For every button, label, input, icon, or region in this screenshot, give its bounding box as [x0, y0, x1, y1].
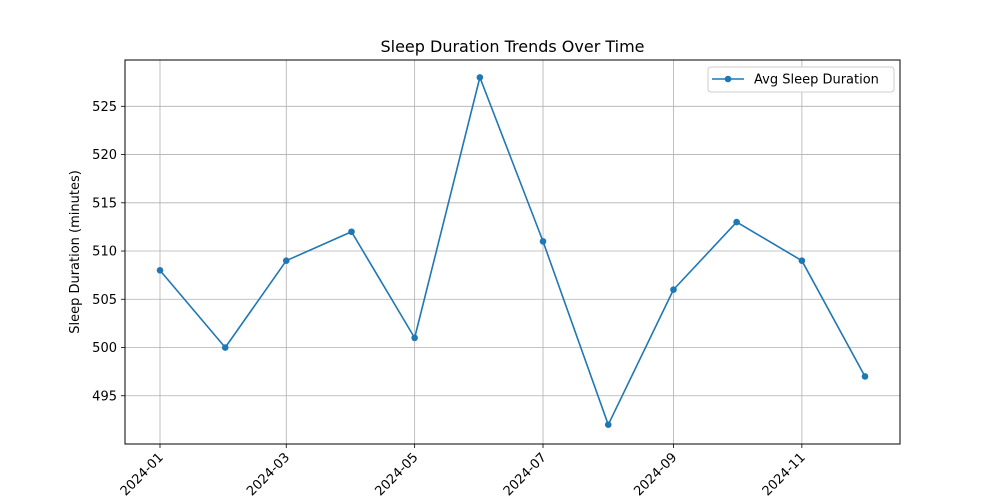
series-layer: [156, 74, 869, 429]
plot-area-frame: [124, 59, 901, 445]
data-point: [733, 218, 740, 226]
y-axis: 495 500 505 510 515 520 525: [92, 100, 125, 404]
y-tick-label: 500: [92, 341, 117, 356]
y-tick-label: 510: [92, 245, 117, 260]
data-point: [156, 267, 164, 274]
legend: Avg Sleep Duration: [707, 66, 895, 93]
y-tick-label: 525: [92, 100, 117, 115]
y-tick-label: 520: [92, 148, 117, 163]
grid: [125, 60, 900, 444]
data-point: [282, 257, 290, 264]
data-point: [861, 373, 869, 380]
data-point: [604, 421, 612, 429]
y-axis-label: Sleep Duration (minutes): [68, 170, 83, 334]
legend-label: Avg Sleep Duration: [754, 73, 879, 88]
data-point: [476, 74, 484, 81]
data-point: [348, 228, 355, 236]
y-tick-label: 515: [92, 196, 117, 211]
legend-marker-swatch: [724, 75, 732, 83]
data-point: [539, 238, 547, 245]
chart-title: Sleep Duration Trends Over Time: [380, 37, 644, 56]
y-tick-label: 495: [92, 389, 117, 404]
data-point: [798, 257, 806, 264]
series-line: [159, 76, 866, 426]
legend-box: [707, 66, 895, 93]
data-point: [670, 286, 677, 293]
data-point: [221, 344, 229, 351]
y-tick-label: 505: [92, 293, 117, 308]
data-point: [411, 334, 418, 342]
